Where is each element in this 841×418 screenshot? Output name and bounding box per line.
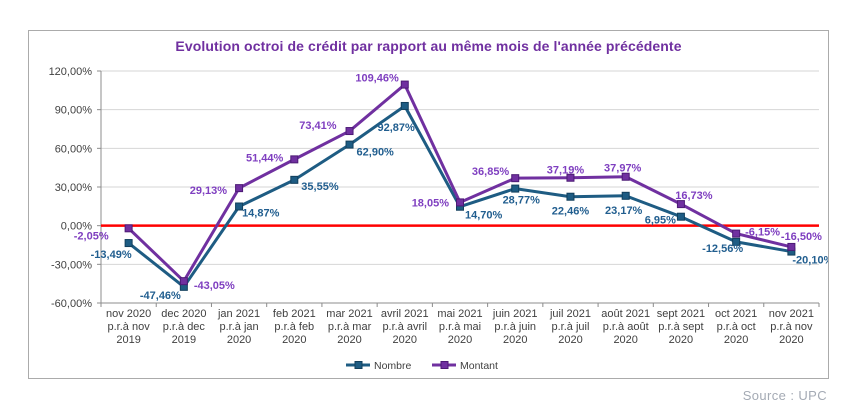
data-point-label: -6,15% [745,227,780,239]
y-tick-label: 30,00% [55,182,93,194]
y-tick-label: -60,00% [51,298,92,310]
data-point-marker [566,192,575,201]
data-point-marker [345,127,354,136]
data-point-label: 18,05% [412,197,450,209]
x-tick-label: mai 2021 p.r.à mai 2020 [437,308,482,346]
data-point-marker [290,155,299,164]
x-axis-labels: nov 2020 p.r.à nov 2019 dec 2020 p.r.à dec 20… [106,308,814,346]
data-point-label: 62,90% [357,147,395,159]
data-point-marker [124,224,133,233]
x-tick-label: jan 2021 p.r.à jan 2020 [217,308,260,346]
data-point-marker [124,239,133,248]
chart-panel: Evolution octroi de crédit par rapport a… [28,30,829,379]
data-point-marker [676,212,685,221]
y-tick-label: 60,00% [55,143,93,155]
data-point-label: 36,85% [472,166,510,178]
data-point-label: 14,70% [465,210,503,222]
x-tick-label: sept 2021 p.r.à sept 2020 [657,308,705,346]
data-point-marker [676,200,685,209]
y-tick-label: -30,00% [51,259,92,271]
data-point-label: 22,46% [552,206,590,218]
data-point-marker [511,174,520,183]
data-labels-montant: -2,05% -43,05% 29,13% 51,44% 73,41% 109,46% 18… [74,73,822,293]
x-tick-label: feb 2021 p.r.à feb 2020 [273,308,316,346]
data-point-marker [732,229,741,238]
data-point-label: -2,05% [74,230,109,242]
data-point-marker [400,101,409,110]
series-path [127,83,792,283]
y-tick-label: 90,00% [55,105,93,117]
data-point-label: 29,13% [190,185,228,197]
data-point-marker [345,140,354,149]
data-point-label: 37,19% [547,165,585,177]
x-tick-label: juil 2021 p.r.à juil 2020 [549,308,591,346]
y-axis-labels: 120,00% 90,00% 60,00% 30,00% 0,00% -30,00% -60… [49,66,93,310]
legend-item-nombre: Nombre [346,360,412,372]
data-point-label: 14,87% [242,208,280,220]
data-point-marker [179,277,188,286]
data-labels-nombre: -13,49% -47,46% 14,87% 35,55% 62,90% 92,87% 14… [91,122,828,302]
legend-item-montant: Montant [432,360,498,372]
data-point-marker [511,184,520,193]
data-point-label: -47,46% [140,290,181,302]
data-point-marker [732,237,741,246]
data-point-marker [456,198,464,207]
y-tick-label: 0,00% [61,221,92,233]
data-point-label: -16,50% [781,231,822,243]
y-tick-label: 120,00% [49,66,93,78]
data-point-label: -12,56% [702,243,743,255]
legend-marker-icon [440,361,449,369]
data-point-label: -43,05% [194,280,235,292]
line-chart-canvas: 120,00% 90,00% 60,00% 30,00% 0,00% -30,00% -60… [49,66,828,372]
data-point-label: 6,95% [645,215,676,227]
data-point-label: 51,44% [246,152,284,164]
x-tick-label: juin 2021 p.r.à juin 2020 [492,308,538,346]
legend-marker-icon [354,361,363,369]
data-point-label: 92,87% [377,122,415,134]
legend-label: Nombre [374,360,412,372]
series-line-nombre [124,101,796,291]
data-point-label: 109,46% [355,73,399,85]
data-point-label: 23,17% [605,205,643,217]
x-tick-label: août 2021 p.r.à août 2020 [601,308,650,346]
data-point-label: 28,77% [503,195,541,207]
data-point-label: 16,73% [675,190,713,202]
source-label: Source : UPC [742,388,827,403]
legend: Nombre Montant [346,360,498,372]
data-point-marker [566,173,575,182]
x-tick-label: nov 2020 p.r.à nov 2019 [106,308,151,346]
data-point-label: 35,55% [301,181,339,193]
x-tick-label: mar 2021 p.r.à mar 2020 [326,308,372,346]
axes [97,70,820,307]
legend-label: Montant [460,360,498,372]
x-tick-label: nov 2021 p.r.à nov 2020 [769,308,814,346]
data-point-label: 37,97% [604,163,642,175]
data-point-marker [400,80,409,89]
data-point-marker [235,202,244,211]
data-point-marker [290,175,299,184]
data-point-marker [235,184,244,193]
chart-title: Evolution octroi de crédit par rapport a… [175,38,682,54]
data-point-marker [621,191,630,200]
x-tick-label: oct 2021 p.r.à oct 2020 [715,308,757,346]
data-point-marker [787,242,796,251]
x-tick-label: dec 2020 p.r.à dec 2019 [161,308,206,346]
data-point-label: -20,10% [792,255,828,267]
data-point-label: -13,49% [91,249,132,261]
x-tick-label: avril 2021 p.r.à avril 2020 [381,308,429,346]
series-line-montant [124,80,796,286]
data-point-marker [621,172,630,181]
data-point-label: 73,41% [299,120,337,132]
